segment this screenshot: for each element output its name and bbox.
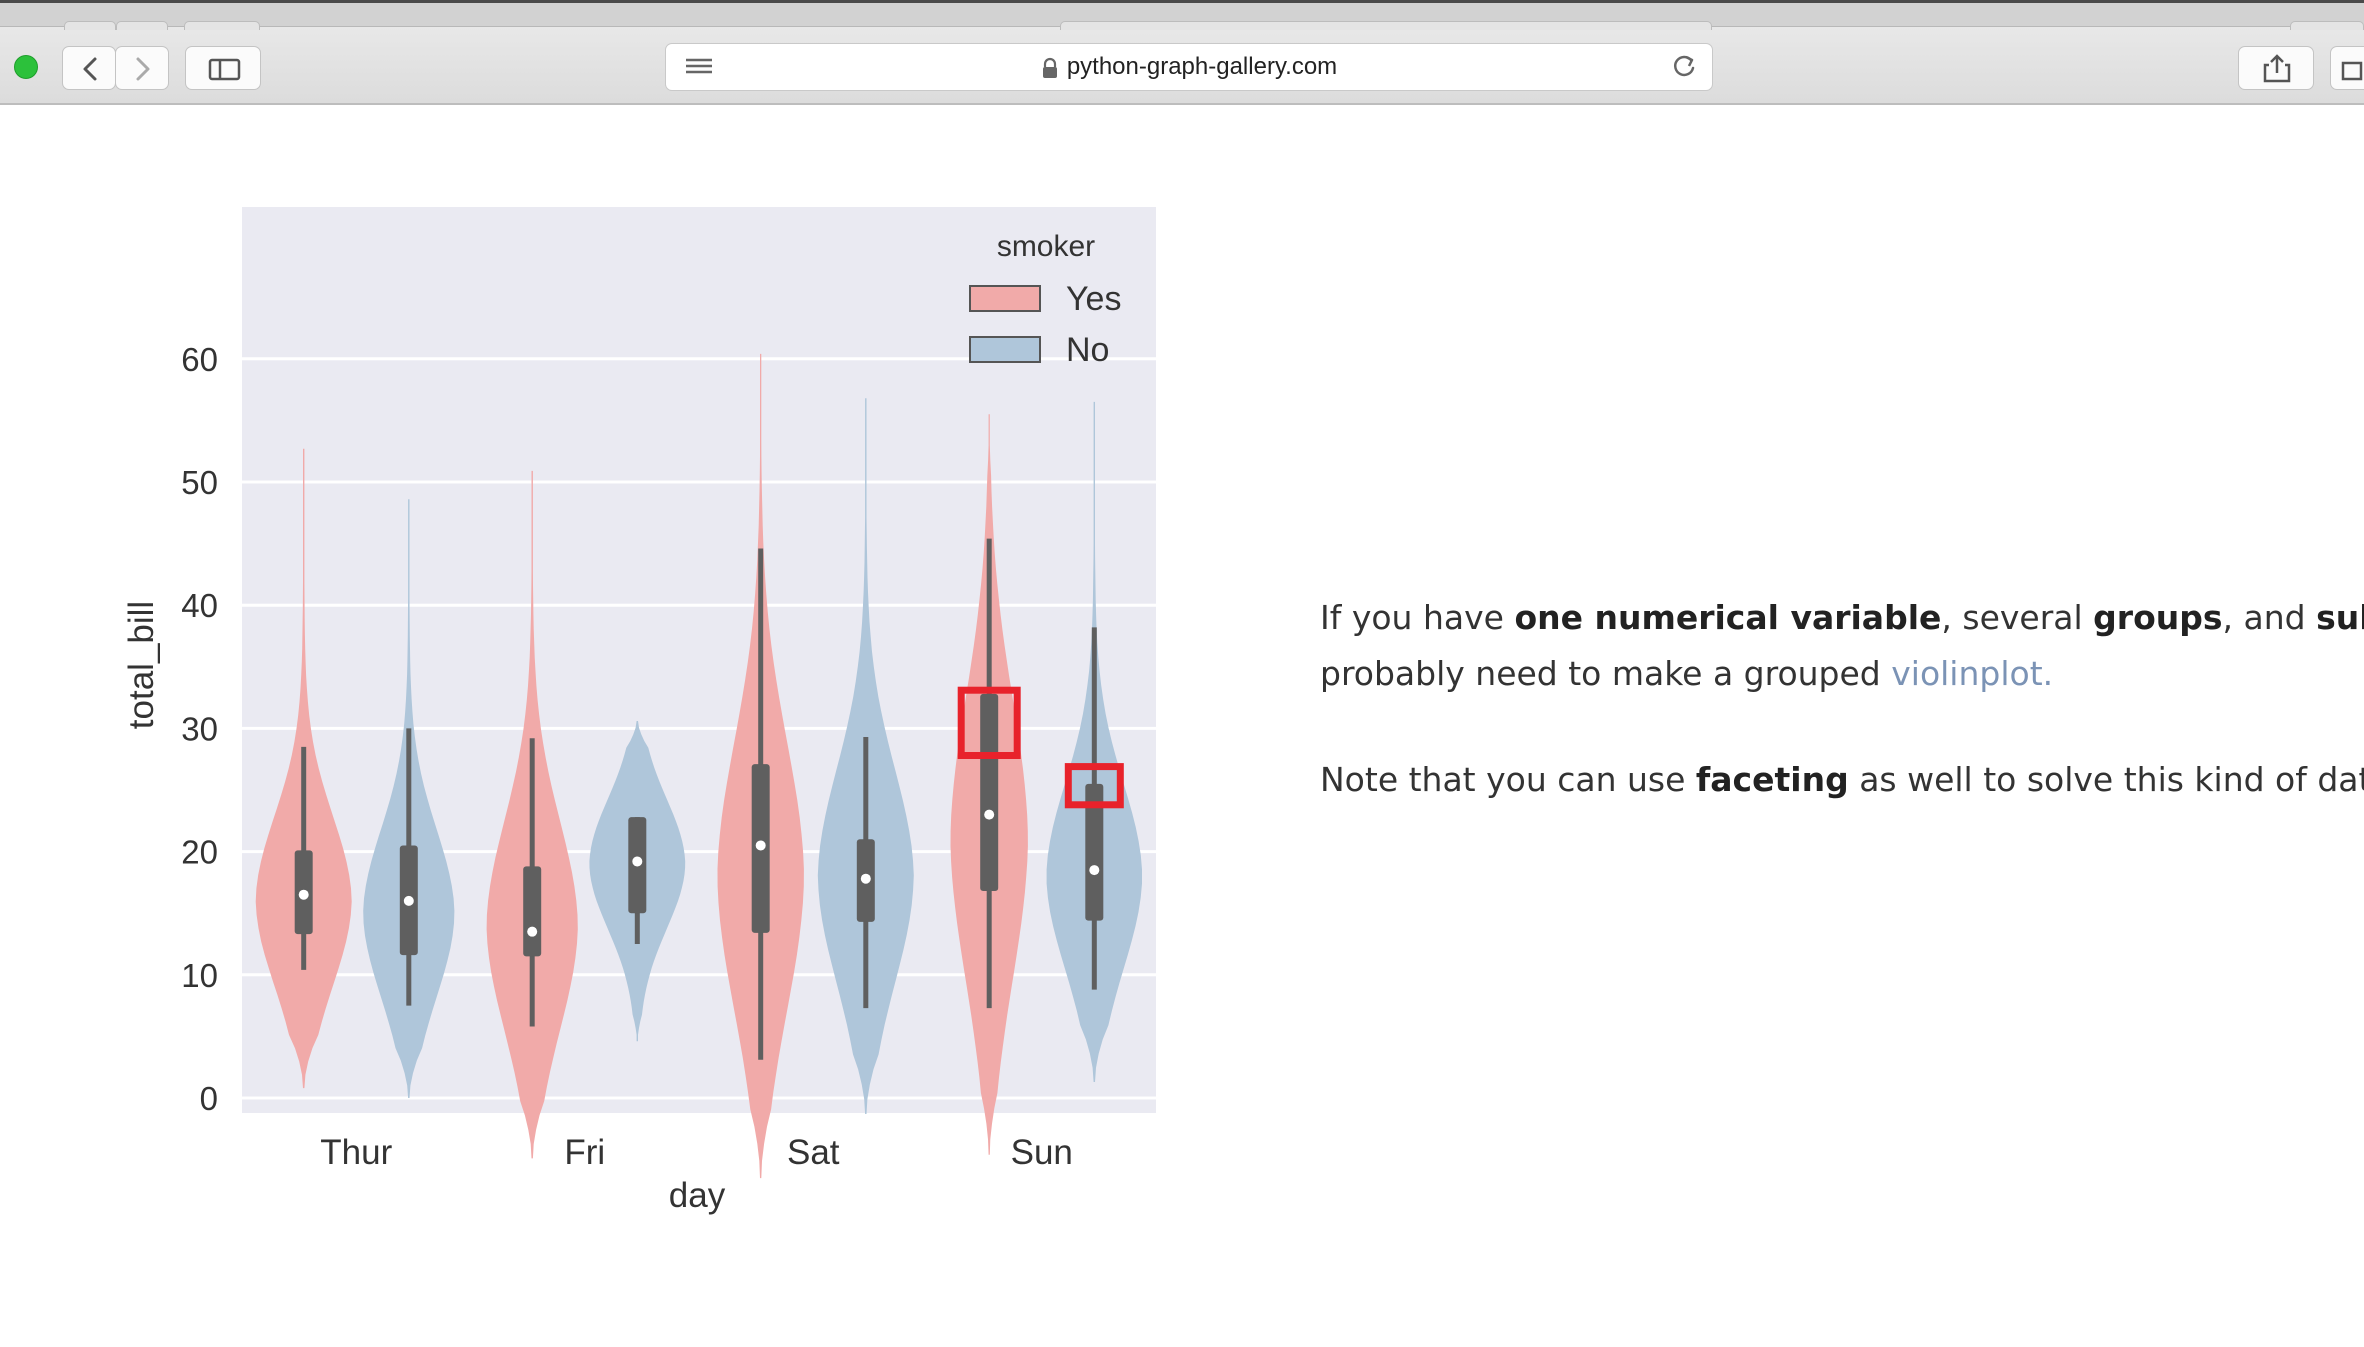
forward-icon <box>136 57 150 81</box>
y-tick-label: 30 <box>181 710 218 747</box>
bold-term: one numerical variable <box>1514 598 1942 637</box>
sidebar-icon <box>208 58 241 81</box>
legend: smoker Yes No <box>969 230 1121 369</box>
browser-toolbar: python-graph-gallery.com <box>0 0 2364 105</box>
y-tick-label: 20 <box>181 834 218 871</box>
reader-icon[interactable] <box>678 44 718 90</box>
url-display[interactable]: python-graph-gallery.com <box>666 44 1712 90</box>
violin-median-point <box>632 856 643 867</box>
x-axis-label: day <box>669 1176 726 1215</box>
lock-icon <box>1042 57 1057 78</box>
back-icon <box>83 57 97 81</box>
legend-label-yes: Yes <box>1066 280 1121 318</box>
violins <box>255 353 1142 1179</box>
highlight-box <box>957 686 1021 760</box>
violin-iqr-box <box>1085 783 1104 921</box>
tab-stub[interactable] <box>1060 21 1712 30</box>
y-tick-labels: 0 10 20 30 40 50 60 <box>181 341 218 1117</box>
bold-term: subgro <box>2316 598 2364 637</box>
violin-chart: 0 10 20 30 40 50 60 Thur Fri Sat Sun day total_bi… <box>0 105 1240 1342</box>
highlight-annotations <box>957 686 1124 809</box>
legend-label-no: No <box>1066 331 1109 369</box>
tabs-overview-button[interactable] <box>2330 46 2364 90</box>
tab-stub[interactable] <box>184 21 260 30</box>
text-run: Note that you can use <box>1320 760 1696 799</box>
x-tick-label: Sun <box>1011 1133 1073 1172</box>
close-window-icon[interactable] <box>14 55 38 79</box>
violin-median-point <box>984 809 995 820</box>
share-button[interactable] <box>2238 46 2314 90</box>
back-button[interactable] <box>62 46 116 90</box>
legend-swatch-no <box>969 336 1041 363</box>
paragraph-grouped-violin: If you have one numerical variable, seve… <box>1320 590 2364 702</box>
y-tick-label: 10 <box>181 957 218 994</box>
highlight-box <box>1064 763 1124 809</box>
y-axis-label: total_bill <box>122 601 161 729</box>
tab-stub[interactable] <box>2290 21 2364 30</box>
paragraph-faceting: Note that you can use faceting as well t… <box>1320 752 2364 808</box>
legend-swatch-yes <box>969 285 1041 312</box>
text-run: , and <box>2222 598 2317 637</box>
tab-stub[interactable] <box>64 21 116 30</box>
violin-median-point <box>1089 865 1100 876</box>
share-icon <box>2263 54 2291 83</box>
violin-median-point <box>755 840 766 851</box>
bold-term: groups <box>2093 598 2223 637</box>
bold-term: faceting <box>1695 760 1849 799</box>
x-tick-labels: Thur Fri Sat Sun <box>320 1133 1073 1172</box>
x-tick-label: Thur <box>320 1133 392 1172</box>
violin-median-point <box>298 889 309 900</box>
text-run: , several <box>1941 598 2094 637</box>
forward-button[interactable] <box>115 46 169 90</box>
y-tick-label: 40 <box>181 587 218 624</box>
violin-iqr-box <box>523 866 542 957</box>
y-tick-label: 60 <box>181 341 218 378</box>
text-run: probably need to make a grouped <box>1320 654 1892 693</box>
text-run: as well to solve this kind of datase <box>1859 760 2364 799</box>
y-tick-label: 50 <box>181 464 218 501</box>
violin-median-point <box>403 895 414 906</box>
legend-title: smoker <box>997 230 1095 263</box>
reload-icon[interactable] <box>1664 44 1704 90</box>
violin-median-point <box>527 926 538 937</box>
address-bar[interactable]: python-graph-gallery.com <box>665 43 1713 91</box>
violinplot-link[interactable]: violinplot. <box>1891 654 2054 693</box>
violin-iqr-box <box>980 693 999 892</box>
article-text: If you have one numerical variable, seve… <box>1320 590 2364 830</box>
tab-strip <box>0 0 2364 30</box>
sidebar-button[interactable] <box>185 46 261 90</box>
violin-median-point <box>860 873 871 884</box>
tabs-icon <box>2341 61 2363 81</box>
y-tick-label: 0 <box>200 1080 218 1117</box>
url-text: python-graph-gallery.com <box>1066 53 1338 80</box>
violin-chart-svg: 0 10 20 30 40 50 60 Thur Fri Sat Sun day total_bi… <box>122 207 1156 1215</box>
tab-stub[interactable] <box>116 21 168 30</box>
text-run: If you have <box>1320 598 1515 637</box>
x-tick-label: Fri <box>564 1133 605 1172</box>
x-tick-label: Sat <box>787 1133 840 1172</box>
